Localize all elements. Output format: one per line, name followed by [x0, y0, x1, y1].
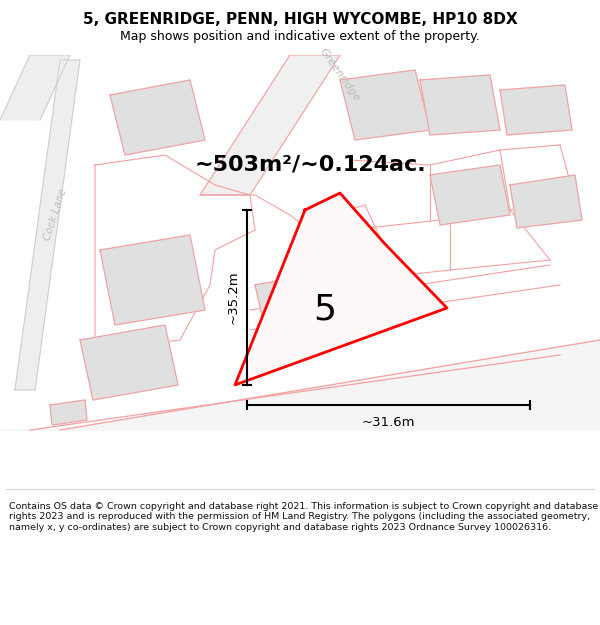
Polygon shape — [340, 70, 430, 140]
Polygon shape — [100, 235, 205, 325]
Polygon shape — [200, 55, 340, 195]
Polygon shape — [0, 340, 600, 430]
Polygon shape — [235, 193, 447, 385]
Text: 5: 5 — [314, 293, 337, 327]
Polygon shape — [420, 75, 500, 135]
Text: 5, GREENRIDGE, PENN, HIGH WYCOMBE, HP10 8DX: 5, GREENRIDGE, PENN, HIGH WYCOMBE, HP10 … — [83, 12, 517, 27]
Polygon shape — [50, 400, 87, 425]
Text: Contains OS data © Crown copyright and database right 2021. This information is : Contains OS data © Crown copyright and d… — [9, 502, 598, 532]
Polygon shape — [255, 270, 355, 350]
Polygon shape — [110, 80, 205, 155]
Text: Cock Lane: Cock Lane — [42, 188, 68, 242]
Polygon shape — [15, 60, 80, 390]
Polygon shape — [80, 325, 178, 400]
Polygon shape — [510, 175, 582, 228]
Text: ~35.2m: ~35.2m — [227, 271, 239, 324]
Polygon shape — [430, 165, 510, 225]
Text: ~503m²/~0.124ac.: ~503m²/~0.124ac. — [194, 155, 426, 175]
Polygon shape — [500, 85, 572, 135]
Polygon shape — [0, 55, 70, 120]
Text: Greenridge: Greenridge — [318, 46, 362, 104]
Text: ~31.6m: ~31.6m — [362, 416, 415, 429]
Text: Map shows position and indicative extent of the property.: Map shows position and indicative extent… — [120, 30, 480, 43]
